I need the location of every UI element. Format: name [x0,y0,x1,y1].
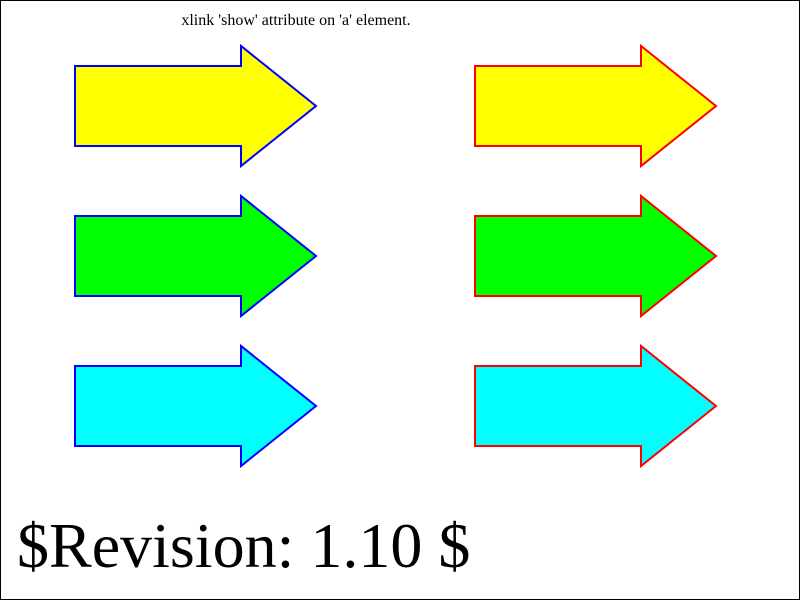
link-arrow-left-1[interactable] [74,43,318,169]
cyan-right-arrow-icon[interactable] [474,343,718,469]
test-title: xlink 'show' attribute on 'a' element. [181,12,411,29]
link-arrow-right-3[interactable] [474,343,718,469]
link-arrow-right-1[interactable] [474,43,718,169]
cyan-right-arrow-icon[interactable] [74,343,318,469]
link-arrow-left-3[interactable] [74,343,318,469]
green-right-arrow-icon[interactable] [474,193,718,319]
link-arrow-right-2[interactable] [474,193,718,319]
green-right-arrow-icon[interactable] [74,193,318,319]
yellow-right-arrow-icon[interactable] [474,43,718,169]
yellow-right-arrow-icon[interactable] [74,43,318,169]
revision-label: $Revision: 1.10 $ [17,510,471,581]
link-arrow-left-2[interactable] [74,193,318,319]
